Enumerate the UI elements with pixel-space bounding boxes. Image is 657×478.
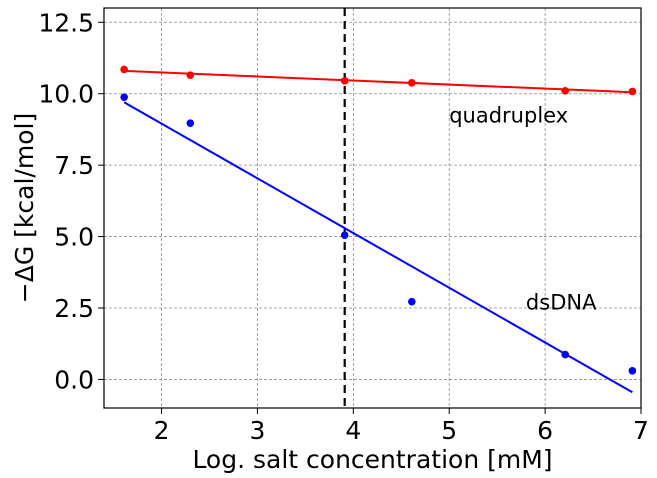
y-axis-label: −ΔG [kcal/mol]	[10, 113, 39, 303]
annotation-label: dsDNA	[526, 290, 597, 314]
x-axis-label: Log. salt concentration [mM]	[192, 445, 552, 474]
y-tick-label: 12.5	[38, 8, 94, 37]
data-point	[340, 231, 349, 239]
annotation-label: quadruplex	[449, 103, 568, 127]
annotations: quadruplex dsDNA	[449, 103, 597, 314]
plot-frame	[103, 7, 642, 409]
axis-ticks: 2 3 4 5 6 7 0.0 2.5 5.0 7.5 10.0 12.5	[38, 8, 649, 445]
grid	[104, 8, 642, 408]
data-point	[408, 297, 416, 306]
y-tick-label: 7.5	[54, 151, 94, 180]
fit-line	[123, 101, 633, 394]
fit-line	[124, 69, 633, 94]
x-tick-label: 4	[345, 416, 361, 445]
data-point	[186, 119, 195, 127]
y-tick-label: 2.5	[54, 294, 94, 323]
y-tick-label: 10.0	[38, 80, 94, 109]
data-points	[120, 65, 637, 375]
y-tick-label: 0.0	[54, 365, 94, 394]
data-point	[186, 71, 195, 79]
x-tick-label: 2	[154, 416, 170, 445]
data-point	[408, 79, 416, 87]
data-point	[628, 367, 637, 375]
y-tick-label: 5.0	[54, 223, 94, 252]
x-tick-label: 3	[249, 416, 265, 445]
data-point	[561, 87, 570, 95]
x-tick-label: 5	[441, 416, 457, 445]
fit-lines	[123, 69, 633, 394]
data-point	[340, 77, 349, 85]
data-point	[120, 93, 128, 101]
data-point	[628, 87, 637, 96]
data-point	[561, 350, 570, 359]
x-tick-label: 7	[633, 416, 649, 445]
data-point	[120, 65, 128, 74]
x-tick-label: 6	[537, 416, 553, 445]
